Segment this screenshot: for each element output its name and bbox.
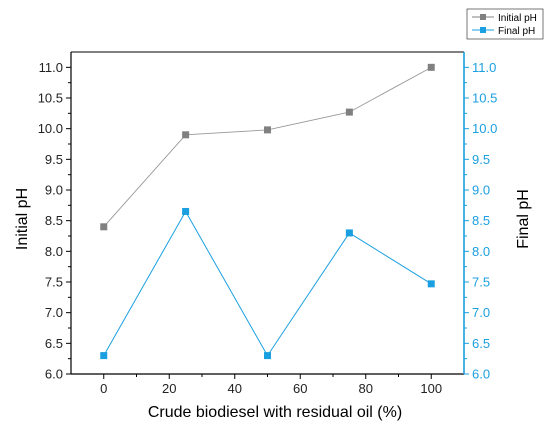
x-axis: 0 20 40 60 80 100: [100, 374, 442, 396]
x-tick-label: 60: [293, 381, 307, 396]
x-tick-label: 40: [228, 381, 242, 396]
data-point-final-ph: [100, 352, 108, 360]
left-y-tick-label: 10.0: [38, 121, 63, 136]
right-y-tick-label: 7.0: [472, 305, 490, 320]
left-y-axis-label: Initial pH: [14, 188, 31, 250]
right-y-axis: 6.0 6.5 7.0 7.5 8.0 8.5 9.0 9.5 10.0 10.5 11.0: [464, 60, 497, 382]
legend-label-initial-ph: Initial pH: [498, 13, 537, 24]
right-y-tick-label: 10.0: [472, 121, 497, 136]
data-point-final-ph: [345, 229, 353, 237]
legend-marker-final-ph: [480, 27, 486, 33]
right-y-tick-label: 8.5: [472, 213, 490, 228]
data-point-initial-ph: [345, 108, 353, 116]
left-y-axis: 6.0 6.5 7.0 7.5 8.0 8.5 9.0 9.5 10.0 10.5 11.0: [38, 60, 71, 382]
data-point-initial-ph: [182, 131, 190, 139]
right-y-tick-label: 6.5: [472, 336, 490, 351]
left-y-tick-label: 7.5: [45, 275, 63, 290]
legend-marker-initial-ph: [480, 14, 486, 20]
right-y-tick-label: 8.0: [472, 244, 490, 259]
x-tick-label: 0: [100, 381, 107, 396]
right-y-tick-label: 9.5: [472, 152, 490, 167]
left-y-tick-label: 9.5: [45, 152, 63, 167]
series-layer: [100, 63, 435, 360]
left-y-tick-label: 6.5: [45, 336, 63, 351]
left-y-tick-label: 8.0: [45, 244, 63, 259]
plot-frame: [70, 51, 465, 375]
left-y-tick-label: 6.0: [45, 367, 63, 382]
x-axis-label: Crude biodiesel with residual oil (%): [148, 404, 402, 421]
left-y-tick-label: 8.5: [45, 213, 63, 228]
left-y-tick-label: 7.0: [45, 305, 63, 320]
right-y-tick-label: 10.5: [472, 91, 497, 106]
legend-label-final-ph: Final pH: [498, 26, 535, 37]
right-y-tick-label: 7.5: [472, 275, 490, 290]
legend: Initial pH Final pH: [466, 8, 544, 40]
right-y-axis-label: Final pH: [515, 189, 532, 249]
data-point-final-ph: [264, 352, 271, 360]
left-y-tick-label: 11.0: [39, 60, 63, 75]
data-point-initial-ph: [264, 126, 271, 134]
left-y-tick-label: 9.0: [45, 183, 63, 198]
left-y-tick-label: 10.5: [38, 91, 63, 106]
x-tick-label: 80: [359, 381, 373, 396]
legend-box: [466, 8, 544, 40]
series-line-initial-ph: [103, 66, 432, 228]
data-point-final-ph: [427, 280, 435, 288]
right-y-tick-label: 6.0: [472, 367, 490, 382]
data-point-initial-ph: [100, 223, 108, 231]
data-point-initial-ph: [427, 63, 435, 71]
series-line-final-ph: [103, 210, 432, 357]
right-y-tick-label: 9.0: [472, 183, 490, 198]
x-tick-label: 100: [420, 381, 442, 396]
x-tick-label: 20: [162, 381, 176, 396]
right-y-tick-label: 11.0: [472, 60, 496, 75]
data-point-final-ph: [182, 207, 190, 215]
